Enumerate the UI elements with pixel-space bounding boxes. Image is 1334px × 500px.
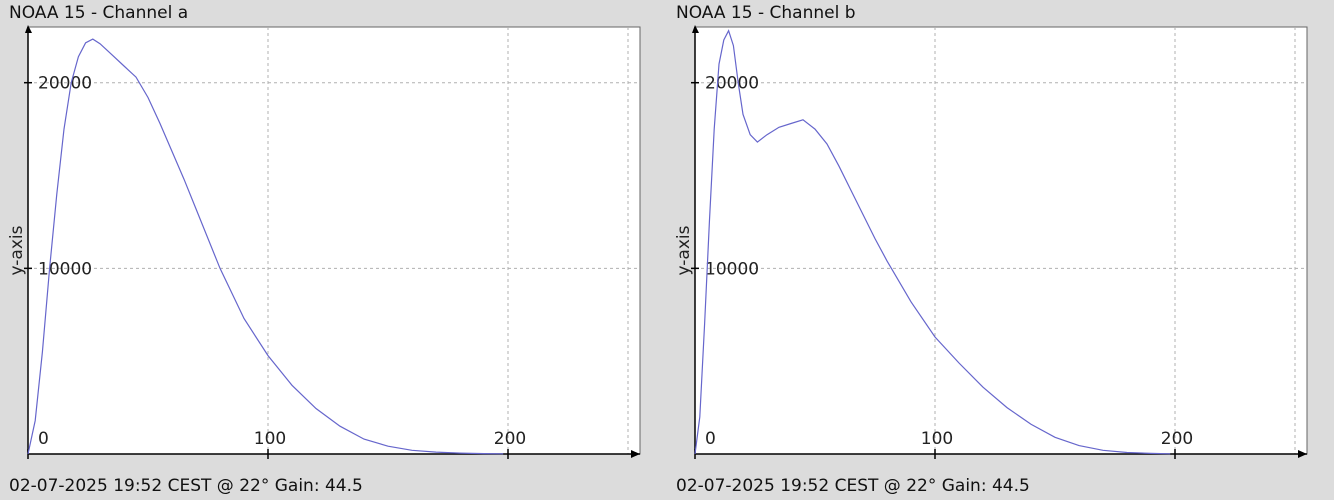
chart-title: NOAA 15 - Channel b (676, 3, 856, 23)
series-line (694, 29, 1171, 455)
x-tick-label: 0 (705, 429, 716, 449)
x-tick-label: 0 (38, 429, 49, 449)
x-tick-label: 200 (494, 429, 526, 449)
plot-background (694, 26, 1308, 455)
chart-panel-a: NOAA 15 - Channel a 0 100 200 10000 20000 y-a… (7, 3, 641, 496)
plot-background (27, 26, 641, 455)
x-tick-label: 100 (254, 429, 286, 449)
chart-panel-b: NOAA 15 - Channel b 0 100 200 10000 20000 y-a… (667, 0, 1334, 500)
y-tick-label: 20000 (705, 74, 759, 94)
y-tick-label: 10000 (38, 259, 92, 279)
x-axis-arrow (1298, 450, 1307, 458)
y-tick-label: 20000 (38, 74, 92, 94)
y-tick-label: 10000 (705, 259, 759, 279)
chart-footer: 02-07-2025 19:52 CEST @ 22° Gain: 44.5 (676, 476, 1030, 496)
series-line (27, 38, 504, 455)
y-axis-arrow (25, 25, 32, 33)
y-axis-title: y-axis (674, 225, 694, 275)
x-tick-label: 200 (1161, 429, 1193, 449)
y-axis-arrow (692, 25, 699, 33)
plot-area: 0 100 200 10000 20000 y-axis (7, 25, 641, 459)
x-axis-arrow (631, 450, 640, 458)
chart-title: NOAA 15 - Channel a (9, 3, 189, 23)
y-axis-title: y-axis (7, 225, 27, 275)
x-tick-label: 100 (921, 429, 953, 449)
chart-footer: 02-07-2025 19:52 CEST @ 22° Gain: 44.5 (9, 476, 363, 496)
plot-area: 0 100 200 10000 20000 y-axis (674, 25, 1308, 459)
